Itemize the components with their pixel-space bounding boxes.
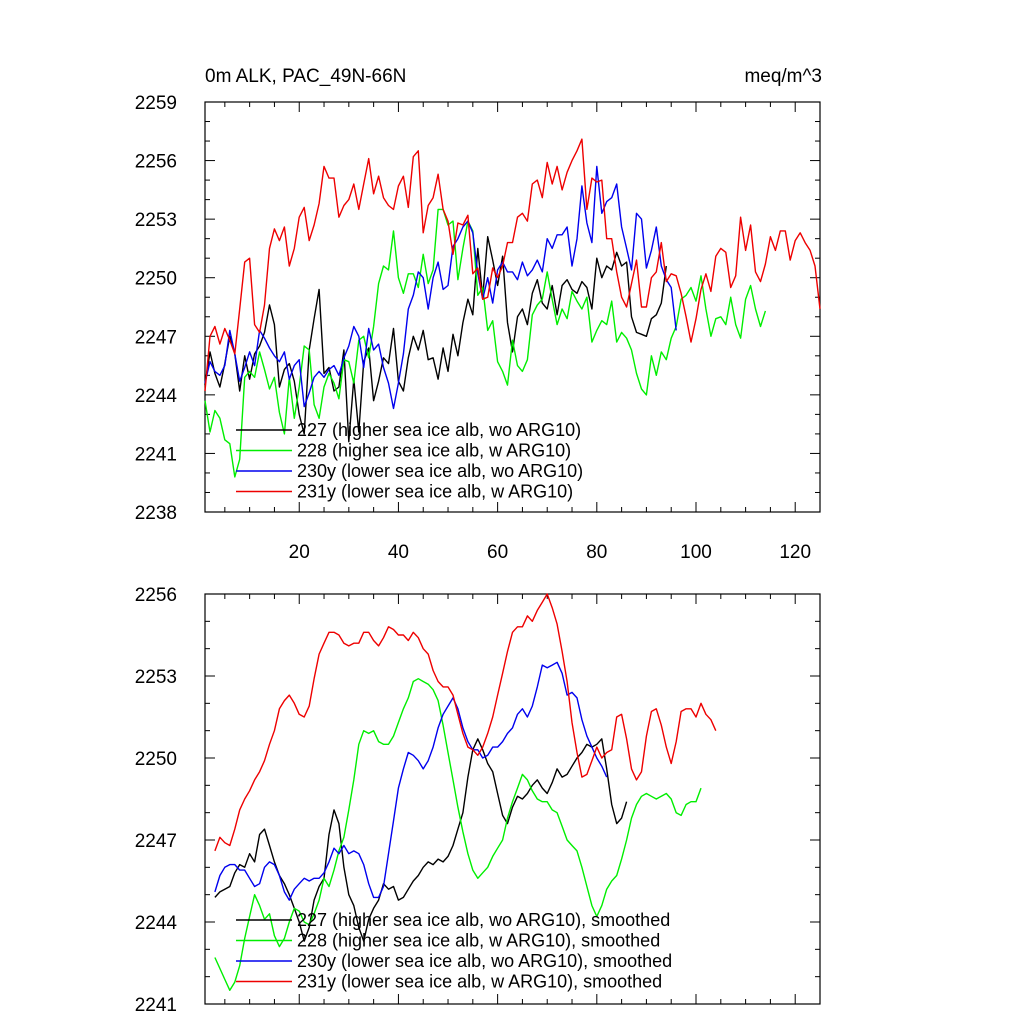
plot-title: 0m ALK, PAC_49N-66N [205, 66, 406, 87]
bottom-panel: 2241 2244 2247 2250 2253 2256 227 (higher sea … [135, 585, 821, 1016]
legend-label-230y: 230y (lower sea ice alb, wo ARG10), smoo… [297, 951, 672, 971]
y-tick-label: 2241 [135, 995, 177, 1016]
legend-label-231y: 231y (lower sea ice alb, w ARG10), smoot… [297, 972, 662, 992]
legend-label-228: 228 (higher sea ice alb, w ARG10), smoot… [297, 931, 660, 951]
series-line-228 [204, 208, 767, 478]
series-line-230y [214, 661, 608, 901]
plot-frame [204, 593, 821, 1005]
legend-label-228: 228 (higher sea ice alb, w ARG10) [297, 441, 571, 461]
y-tick-label: 2259 [135, 93, 177, 114]
y-tick-label: 2256 [135, 585, 177, 606]
series-line-231y [204, 138, 821, 392]
y-tick-label: 2256 [135, 152, 177, 173]
x-tick-label: 80 [586, 542, 607, 563]
y-tick-label: 2253 [135, 210, 177, 231]
y-tick-label: 2238 [135, 503, 177, 524]
series-line-227 [204, 235, 667, 443]
series-line-231y [214, 593, 717, 852]
y-tick-label: 2250 [135, 749, 177, 770]
x-tick-label: 100 [680, 542, 712, 563]
y-tick-label: 2244 [135, 913, 178, 934]
y-tick-label: 2250 [135, 269, 177, 290]
top-panel: 2238 2241 2244 2247 2250 2253 2256 2259 20 40 60 80… [135, 93, 821, 563]
legend-label-227: 227 (higher sea ice alb, wo ARG10) [297, 420, 581, 440]
x-tick-label: 40 [388, 542, 409, 563]
x-tick-label: 20 [289, 542, 310, 563]
x-tick-label: 120 [779, 542, 811, 563]
y-tick-label: 2247 [135, 831, 177, 852]
y-tick-label: 2253 [135, 667, 177, 688]
legend-label-227: 227 (higher sea ice alb, wo ARG10), smoo… [297, 910, 670, 930]
x-tick-label: 60 [487, 542, 508, 563]
y-tick-label: 2247 [135, 327, 177, 348]
y-tick-label: 2244 [135, 386, 178, 407]
legend-label-230y: 230y (lower sea ice alb, wo ARG10) [297, 461, 583, 481]
series-line-227 [214, 738, 628, 942]
y-tick-label: 2241 [135, 444, 177, 465]
series-line-230y [204, 165, 677, 410]
legend-label-231y: 231y (lower sea ice alb, w ARG10) [297, 482, 573, 502]
series-line-228 [214, 678, 702, 991]
units-label: meq/m^3 [744, 66, 822, 87]
